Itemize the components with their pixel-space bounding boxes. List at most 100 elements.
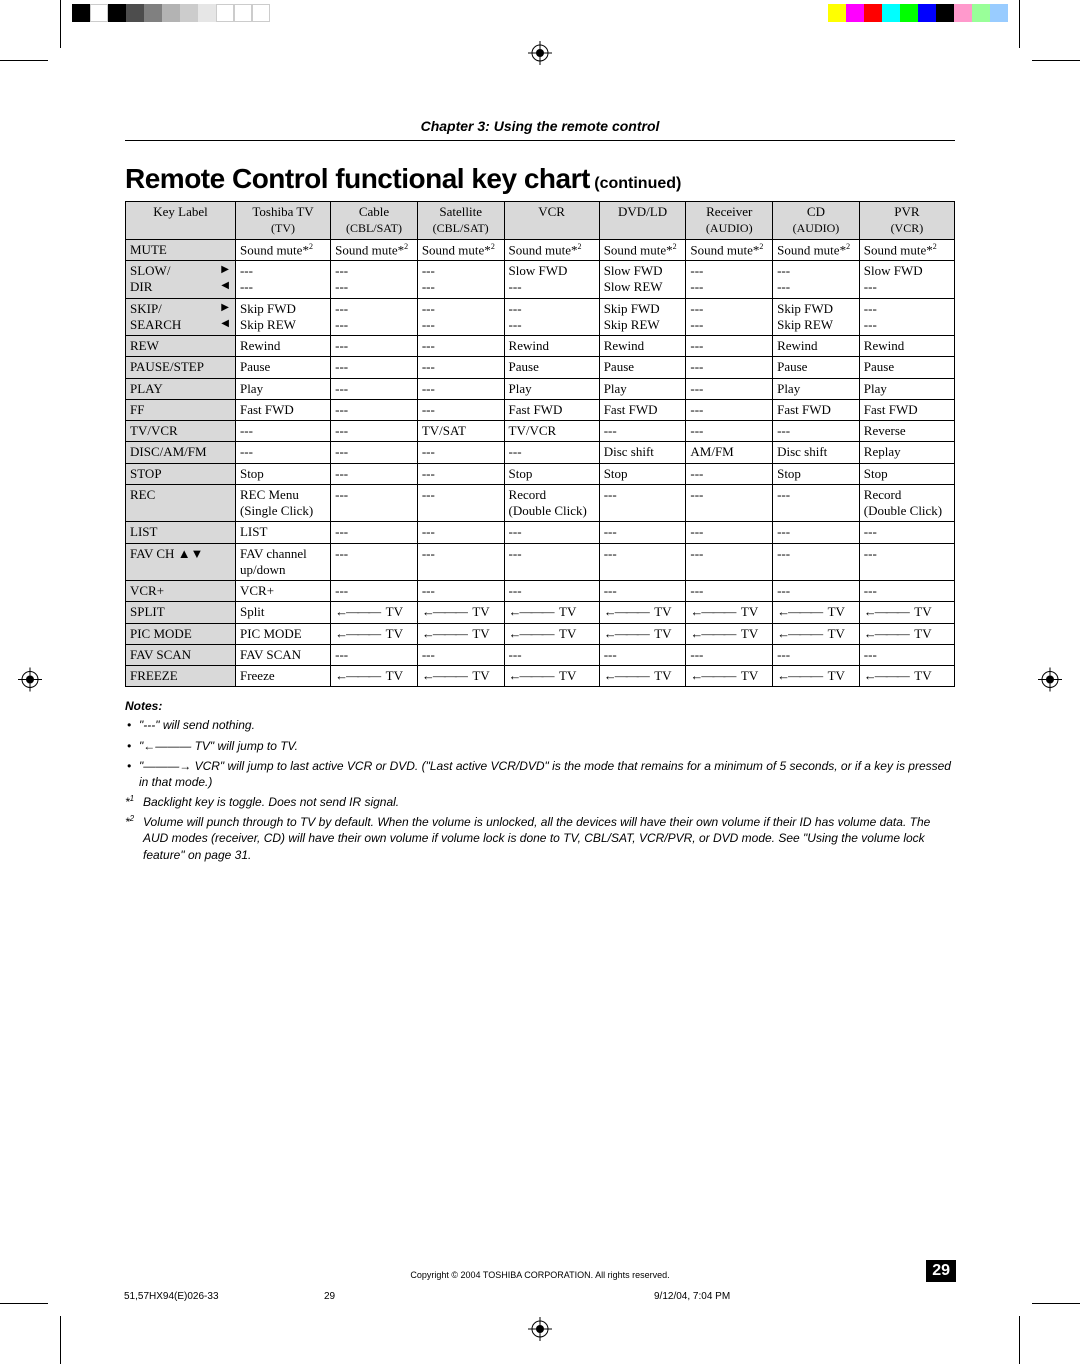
table-cell: ←——— TV — [686, 666, 773, 687]
table-cell: --- — [417, 357, 504, 378]
table-cell: Pause — [235, 357, 330, 378]
table-cell: --- — [331, 399, 418, 420]
table-cell: --- — [331, 581, 418, 602]
table-cell: TV/VCR — [504, 421, 599, 442]
table-cell: Slow FWDSlow REW — [599, 261, 686, 299]
table-cell: Play — [504, 378, 599, 399]
copyright-text: Copyright © 2004 TOSHIBA CORPORATION. Al… — [410, 1270, 669, 1280]
table-cell: Skip FWDSkip REW — [599, 298, 686, 336]
key-label-cell: FF — [126, 399, 236, 420]
table-cell: Slow FWD--- — [859, 261, 954, 299]
table-cell: --- — [686, 421, 773, 442]
table-cell: ------ — [417, 298, 504, 336]
table-cell: ←——— TV — [773, 623, 860, 644]
table-cell: --- — [417, 644, 504, 665]
table-cell: --- — [686, 336, 773, 357]
table-cell: --- — [235, 442, 330, 463]
table-cell: --- — [331, 463, 418, 484]
table-cell: --- — [686, 522, 773, 543]
table-cell: Sound mute*2 — [773, 239, 860, 261]
table-row: DISC/AM/FM------------Disc shiftAM/FMDis… — [126, 442, 955, 463]
table-cell: --- — [504, 644, 599, 665]
table-cell: ←——— TV — [773, 666, 860, 687]
print-filename: 51,57HX94(E)026-33 — [124, 1291, 324, 1302]
table-cell: VCR+ — [235, 581, 330, 602]
table-cell: --- — [859, 644, 954, 665]
table-cell: Stop — [235, 463, 330, 484]
table-cell: PIC MODE — [235, 623, 330, 644]
table-cell: Disc shift — [773, 442, 860, 463]
col-header: Satellite(CBL/SAT) — [417, 202, 504, 240]
table-cell: ←——— TV — [859, 602, 954, 623]
key-label-cell: FAV CH ▲▼ — [126, 543, 236, 581]
color-bar-right — [810, 4, 1008, 22]
chapter-heading: Chapter 3: Using the remote control — [125, 118, 955, 141]
table-cell: Sound mute*2 — [599, 239, 686, 261]
section-title: Remote Control functional key chart (con… — [125, 163, 955, 195]
table-cell: Sound mute*2 — [686, 239, 773, 261]
table-cell: ------ — [331, 261, 418, 299]
col-header: CD(AUDIO) — [773, 202, 860, 240]
table-cell: Freeze — [235, 666, 330, 687]
col-header: Receiver(AUDIO) — [686, 202, 773, 240]
table-cell: Fast FWD — [599, 399, 686, 420]
table-cell: --- — [504, 581, 599, 602]
table-cell: Fast FWD — [235, 399, 330, 420]
table-cell: --- — [331, 484, 418, 522]
table-cell: TV/SAT — [417, 421, 504, 442]
table-cell: Sound mute*2 — [417, 239, 504, 261]
crop-mark — [60, 1316, 61, 1364]
table-row: RECREC Menu(Single Click)------Record(Do… — [126, 484, 955, 522]
table-row: SLOW/▶DIR◀------------------Slow FWD---S… — [126, 261, 955, 299]
col-header: VCR — [504, 202, 599, 240]
table-cell: Reverse — [859, 421, 954, 442]
note-item-star: *2Volume will punch through to TV by def… — [125, 814, 955, 863]
col-key-label: Key Label — [126, 202, 236, 240]
table-cell: Replay — [859, 442, 954, 463]
table-cell: Skip FWDSkip REW — [235, 298, 330, 336]
table-cell: --- — [686, 463, 773, 484]
key-label-cell: MUTE — [126, 239, 236, 261]
table-cell: --- — [686, 581, 773, 602]
table-cell: Record(Double Click) — [504, 484, 599, 522]
table-cell: Stop — [859, 463, 954, 484]
table-cell: --- — [773, 581, 860, 602]
notes-header: Notes: — [125, 699, 955, 713]
table-cell: Fast FWD — [859, 399, 954, 420]
table-cell: Pause — [859, 357, 954, 378]
table-cell: ←——— TV — [859, 666, 954, 687]
table-cell: LIST — [235, 522, 330, 543]
table-row: PLAYPlay------PlayPlay---PlayPlay — [126, 378, 955, 399]
table-cell: ←——— TV — [504, 623, 599, 644]
table-cell: ←——— TV — [417, 623, 504, 644]
table-cell: --- — [686, 543, 773, 581]
table-cell: Split — [235, 602, 330, 623]
table-cell: ←——— TV — [599, 666, 686, 687]
registration-mark-bottom — [528, 1317, 552, 1346]
table-cell: ------ — [773, 261, 860, 299]
table-cell: ←——— TV — [417, 666, 504, 687]
key-label-cell: SPLIT — [126, 602, 236, 623]
crop-mark — [60, 0, 61, 48]
key-label-cell: FREEZE — [126, 666, 236, 687]
table-cell: ------ — [859, 298, 954, 336]
table-row: TV/VCR------TV/SATTV/VCR---------Reverse — [126, 421, 955, 442]
col-header: DVD/LD — [599, 202, 686, 240]
table-row: SKIP/▶SEARCH◀Skip FWDSkip REW-----------… — [126, 298, 955, 336]
key-label-cell: LIST — [126, 522, 236, 543]
table-cell: --- — [599, 522, 686, 543]
note-item: "←——— TV" will jump to TV. — [125, 738, 955, 754]
table-cell: Slow FWD--- — [504, 261, 599, 299]
table-row: SPLITSplit←——— TV←——— TV←——— TV←——— TV←—… — [126, 602, 955, 623]
table-cell: --- — [686, 378, 773, 399]
table-cell: Stop — [773, 463, 860, 484]
table-cell: --- — [859, 581, 954, 602]
table-cell: ←——— TV — [331, 666, 418, 687]
key-label-cell: FAV SCAN — [126, 644, 236, 665]
table-cell: ←——— TV — [686, 602, 773, 623]
table-cell: --- — [417, 463, 504, 484]
table-row: REWRewind------RewindRewind---RewindRewi… — [126, 336, 955, 357]
table-row: PAUSE/STEPPause------PausePause---PauseP… — [126, 357, 955, 378]
key-label-cell: PLAY — [126, 378, 236, 399]
table-cell: --- — [331, 442, 418, 463]
